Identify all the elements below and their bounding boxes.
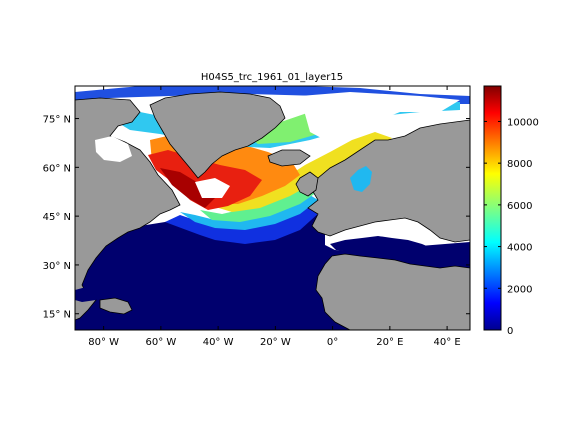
colorbar-tick-label: 2000 [507, 284, 532, 295]
latitude-ticks: 75° N 60° N 45° N 30° N 15° N [43, 115, 470, 321]
africa [315, 253, 470, 330]
iceland [267, 149, 311, 167]
caribbean-islands [99, 297, 133, 315]
baltic-sea [350, 166, 372, 192]
lon-tick-label: 20° E [376, 337, 403, 348]
british-isles [295, 171, 319, 197]
colorbar-tick-label: 8000 [507, 159, 532, 170]
field-blue [165, 200, 320, 244]
colorbar-tick-label: 10000 [507, 117, 539, 128]
longitude-ticks: 80° W 60° W 40° W 20° W 0° 20° E 40° E [88, 86, 461, 348]
field-cyan [180, 192, 318, 230]
colorbar-tick-label: 0 [507, 326, 513, 337]
hudson-bay [95, 136, 132, 162]
colorbar-tick-label: 6000 [507, 201, 532, 212]
map-title: H04S5_trc_1961_01_layer15 [201, 72, 343, 83]
lon-tick-label: 0° [327, 337, 338, 348]
field-yellow [212, 132, 392, 212]
lat-tick-label: 75° N [43, 115, 71, 126]
lon-tick-label: 60° W [145, 337, 176, 348]
colorbar: 0 2000 4000 6000 8000 10000 [483, 85, 539, 337]
lat-tick-label: 15° N [43, 310, 71, 321]
open-ice-patch [195, 178, 230, 198]
inland-seas [75, 136, 436, 302]
lon-tick-label: 20° W [260, 337, 291, 348]
greenland-ice-margin [300, 92, 460, 140]
lat-tick-label: 30° N [43, 261, 71, 272]
europe [307, 96, 470, 243]
lon-tick-label: 40° E [433, 337, 460, 348]
colorbar-gradient [483, 85, 502, 331]
lat-tick-label: 45° N [43, 212, 71, 223]
field-dark-red [160, 168, 215, 208]
gulf-of-mexico [75, 286, 100, 302]
lon-tick-label: 40° W [203, 337, 234, 348]
mediterranean-sea [330, 236, 436, 262]
map-frame [74, 85, 471, 331]
land-masses [75, 91, 470, 330]
colorbar-ticks: 0 2000 4000 6000 8000 10000 [484, 117, 539, 337]
lon-tick-label: 80° W [88, 337, 119, 348]
greenland [149, 91, 286, 179]
colorbar-tick-label: 4000 [507, 243, 532, 254]
lat-tick-label: 60° N [43, 163, 71, 174]
map-axes [75, 86, 470, 330]
